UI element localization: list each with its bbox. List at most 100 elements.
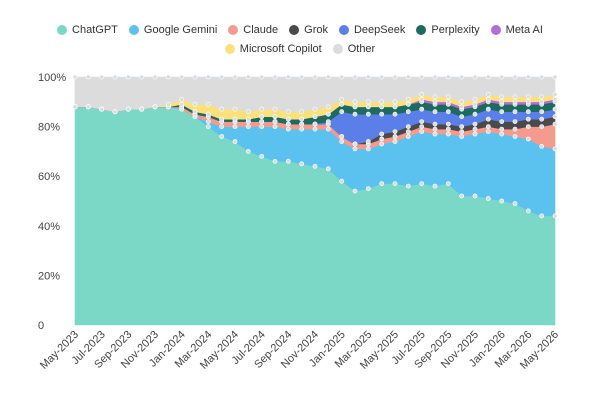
data-point-other xyxy=(432,74,438,80)
data-point-chatgpt xyxy=(259,153,265,159)
data-point-meta-ai xyxy=(272,114,278,120)
legend-row: Microsoft Copilot Other xyxy=(0,43,600,55)
data-point-meta-ai xyxy=(365,104,371,110)
data-point-microsoft-copilot xyxy=(165,101,171,107)
data-point-microsoft-copilot xyxy=(512,94,518,100)
data-point-meta-ai xyxy=(312,114,318,120)
data-point-meta-ai xyxy=(419,96,425,102)
data-point-chatgpt xyxy=(325,166,331,172)
data-point-google-gemini xyxy=(499,131,505,137)
y-tick-label: 40% xyxy=(38,221,60,233)
data-point-microsoft-copilot xyxy=(392,99,398,105)
data-point-other xyxy=(459,74,465,80)
data-point-meta-ai xyxy=(432,99,438,105)
data-point-claude xyxy=(512,126,518,132)
data-point-other xyxy=(285,74,291,80)
data-point-microsoft-copilot xyxy=(72,104,78,110)
legend-item-grok: Grok xyxy=(289,24,328,36)
data-point-meta-ai xyxy=(192,109,198,115)
data-point-chatgpt xyxy=(485,196,491,201)
data-point-microsoft-copilot xyxy=(485,92,491,97)
data-point-meta-ai xyxy=(539,99,545,105)
legend-label-claude: Claude xyxy=(243,24,279,36)
data-point-grok xyxy=(485,116,491,122)
data-point-meta-ai xyxy=(259,114,265,120)
data-point-claude xyxy=(405,129,411,134)
data-point-deepseek xyxy=(539,109,545,115)
data-point-grok xyxy=(365,139,371,144)
legend-label-google-gemini: Google Gemini xyxy=(143,24,218,36)
data-point-microsoft-copilot xyxy=(459,99,465,105)
data-point-chatgpt xyxy=(419,181,425,186)
data-point-other xyxy=(419,74,425,80)
data-point-chatgpt xyxy=(272,158,278,164)
data-point-microsoft-copilot xyxy=(219,106,225,112)
data-point-claude xyxy=(499,126,505,132)
data-point-other xyxy=(72,74,78,80)
legend-label-chatgpt: ChatGPT xyxy=(72,24,118,36)
data-point-deepseek xyxy=(445,109,451,115)
data-point-other xyxy=(232,74,238,80)
data-point-chatgpt xyxy=(219,134,225,139)
data-point-deepseek xyxy=(525,109,531,115)
data-point-claude xyxy=(552,121,558,127)
data-point-chatgpt xyxy=(285,158,291,164)
data-point-meta-ai xyxy=(232,116,238,122)
y-tick-label: 0 xyxy=(38,320,44,332)
data-point-grok xyxy=(499,119,505,124)
legend-label-other: Other xyxy=(347,43,376,55)
data-point-google-gemini xyxy=(312,126,318,132)
data-point-google-gemini xyxy=(365,146,371,152)
data-point-chatgpt xyxy=(312,163,318,169)
data-point-google-gemini xyxy=(259,124,265,129)
legend-swatch-claude xyxy=(228,25,239,35)
data-point-chatgpt xyxy=(352,188,358,194)
data-point-microsoft-copilot xyxy=(499,94,505,100)
data-point-other xyxy=(112,74,118,80)
data-point-google-gemini xyxy=(472,131,478,137)
data-point-chatgpt xyxy=(525,208,531,214)
data-point-claude xyxy=(379,136,385,142)
data-point-deepseek xyxy=(405,109,411,115)
data-point-claude xyxy=(445,126,451,132)
data-point-google-gemini xyxy=(339,139,345,144)
data-point-google-gemini xyxy=(245,124,251,129)
data-point-other xyxy=(539,74,545,80)
data-point-deepseek xyxy=(499,109,505,115)
data-point-deepseek xyxy=(485,106,491,112)
data-point-microsoft-copilot xyxy=(85,104,91,110)
data-point-other xyxy=(219,74,225,80)
legend-swatch-grok xyxy=(289,25,300,35)
data-point-grok xyxy=(379,131,385,137)
data-point-deepseek xyxy=(512,109,518,115)
data-point-other xyxy=(125,74,131,80)
y-tick-label: 20% xyxy=(38,270,60,282)
data-point-deepseek xyxy=(472,111,478,117)
data-point-other xyxy=(525,74,531,80)
data-point-microsoft-copilot xyxy=(205,101,211,107)
data-point-deepseek xyxy=(365,111,371,117)
data-point-deepseek xyxy=(392,111,398,117)
legend-item-meta-ai: Meta AI xyxy=(490,24,543,36)
data-point-microsoft-copilot xyxy=(312,106,318,112)
legend-item-other: Other xyxy=(332,43,376,55)
data-point-google-gemini xyxy=(272,124,278,129)
data-point-grok xyxy=(392,129,398,134)
data-point-deepseek xyxy=(459,114,465,120)
data-point-meta-ai xyxy=(179,101,185,107)
data-point-other xyxy=(299,74,305,80)
data-point-google-gemini xyxy=(405,134,411,139)
data-point-chatgpt xyxy=(245,148,251,154)
data-point-other xyxy=(499,74,505,80)
data-point-meta-ai xyxy=(472,101,478,107)
data-point-chatgpt xyxy=(379,181,385,186)
data-point-chatgpt xyxy=(205,124,211,129)
legend-swatch-meta-ai xyxy=(490,25,501,35)
legend-swatch-google-gemini xyxy=(128,25,139,35)
data-point-microsoft-copilot xyxy=(352,99,358,105)
data-point-grok xyxy=(459,124,465,129)
data-point-microsoft-copilot xyxy=(192,101,198,107)
data-point-other xyxy=(325,74,331,80)
data-point-meta-ai xyxy=(245,116,251,122)
data-point-grok xyxy=(352,141,358,147)
